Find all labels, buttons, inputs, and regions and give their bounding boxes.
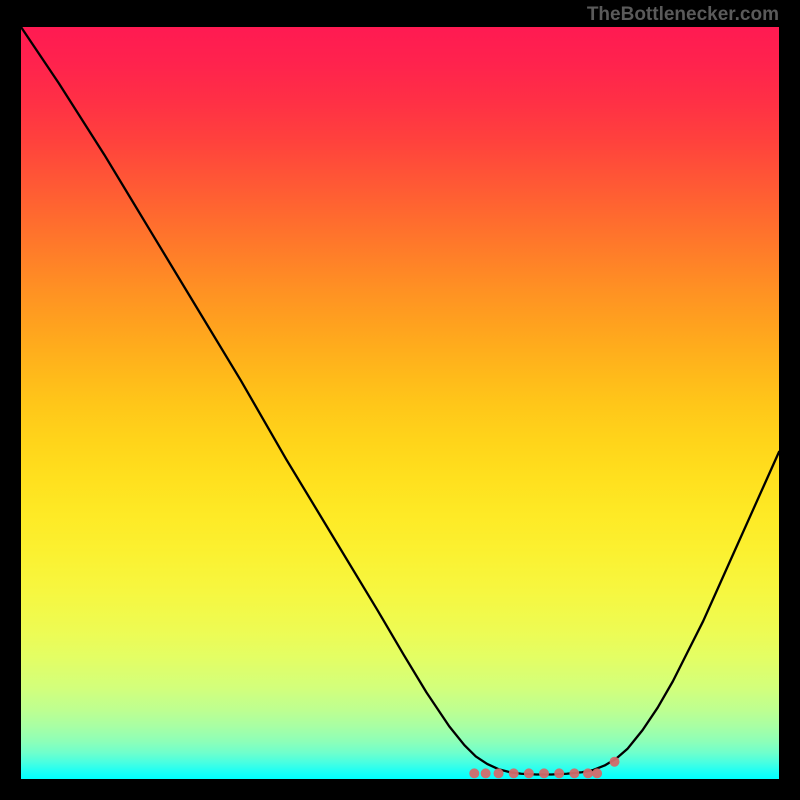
bottleneck-curve-chart: TheBottlenecker.com (0, 0, 800, 800)
minima-marker (509, 768, 519, 778)
minima-marker (592, 768, 602, 778)
minima-marker (481, 768, 491, 778)
plot-area (21, 27, 779, 779)
minima-marker (469, 768, 479, 778)
watermark-text: TheBottlenecker.com (587, 4, 779, 25)
minima-marker (524, 768, 534, 778)
minima-marker (494, 768, 504, 778)
minima-marker-end (610, 757, 620, 767)
minima-marker (554, 768, 564, 778)
minima-marker (569, 768, 579, 778)
minima-marker (583, 768, 593, 778)
minima-marker (539, 768, 549, 778)
